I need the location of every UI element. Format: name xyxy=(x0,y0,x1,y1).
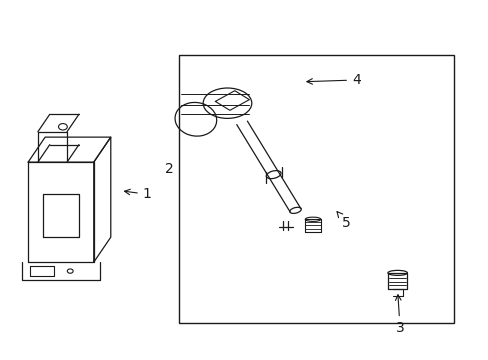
Text: 4: 4 xyxy=(306,73,360,87)
Text: 5: 5 xyxy=(336,212,350,230)
Text: 1: 1 xyxy=(124,187,151,201)
Text: 2: 2 xyxy=(164,162,173,176)
Text: 3: 3 xyxy=(395,295,404,335)
Bar xyxy=(179,55,453,323)
